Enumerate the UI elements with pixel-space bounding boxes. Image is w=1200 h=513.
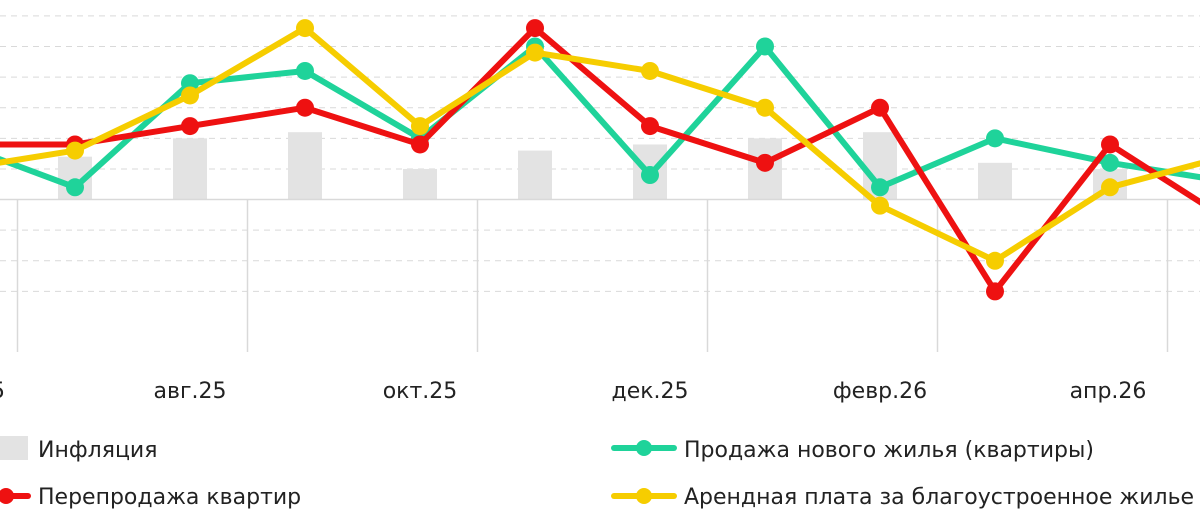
x-tick-label: апр.26 bbox=[1070, 379, 1147, 404]
inflation-bar bbox=[173, 138, 207, 200]
legend-marker-rent bbox=[636, 488, 652, 504]
gridlines bbox=[0, 15, 1200, 292]
x-tick-label: февр.26 bbox=[833, 379, 927, 404]
x-tick-labels: 5 авг.25 окт.25 дек.25 февр.26 апр.26 bbox=[0, 379, 1146, 404]
series-point-2 bbox=[411, 117, 429, 136]
legend-label-resale: Перепродажа квартир bbox=[38, 485, 301, 510]
series-point-1 bbox=[641, 117, 659, 136]
series-point-0 bbox=[66, 178, 84, 197]
series-lines bbox=[0, 19, 1200, 301]
series-point-2 bbox=[1101, 178, 1119, 197]
series-point-0 bbox=[756, 37, 774, 56]
inflation-bar bbox=[288, 132, 322, 200]
series-line-2 bbox=[0, 25, 1200, 264]
series-point-2 bbox=[986, 251, 1004, 270]
x-tick-label: окт.25 bbox=[383, 379, 458, 404]
series-point-0 bbox=[986, 129, 1004, 148]
series-point-0 bbox=[296, 61, 314, 80]
series-point-1 bbox=[756, 153, 774, 172]
inflation-bars bbox=[58, 132, 1127, 200]
series-line-0 bbox=[0, 43, 1200, 191]
series-point-1 bbox=[296, 98, 314, 117]
inflation-bar bbox=[518, 150, 552, 200]
legend-item-new-housing: Продажа нового жилья (квартиры) bbox=[611, 438, 1094, 463]
series-point-0 bbox=[1101, 153, 1119, 172]
series-point-1 bbox=[411, 135, 429, 154]
legend-marker-new-housing bbox=[636, 440, 652, 456]
series-point-2 bbox=[871, 196, 889, 215]
series-point-1 bbox=[526, 19, 544, 38]
x-tick-label: авг.25 bbox=[154, 379, 227, 404]
series-point-0 bbox=[641, 166, 659, 185]
series-point-2 bbox=[526, 43, 544, 62]
series-point-2 bbox=[756, 98, 774, 117]
series-point-1 bbox=[871, 98, 889, 117]
series-point-2 bbox=[66, 141, 84, 160]
legend-item-resale: Перепродажа квартир bbox=[0, 485, 301, 510]
series-point-2 bbox=[641, 61, 659, 80]
legend-label-inflation: Инфляция bbox=[38, 438, 157, 463]
legend-label-new-housing: Продажа нового жилья (квартиры) bbox=[684, 438, 1094, 463]
legend-item-inflation: Инфляция bbox=[0, 436, 157, 463]
legend-swatch-inflation bbox=[0, 436, 28, 460]
series-point-1 bbox=[986, 282, 1004, 301]
series-line-1 bbox=[0, 25, 1200, 295]
inflation-bar bbox=[978, 162, 1012, 200]
legend-marker-resale bbox=[0, 488, 14, 504]
series-point-2 bbox=[181, 86, 199, 105]
series-point-1 bbox=[181, 117, 199, 136]
series-point-0 bbox=[871, 178, 889, 197]
legend: Инфляция Перепродажа квартир Продажа нов… bbox=[0, 436, 1194, 510]
series-point-1 bbox=[1101, 135, 1119, 154]
x-tick-label: дек.25 bbox=[611, 379, 688, 404]
series-point-2 bbox=[296, 19, 314, 38]
x-tick-label: 5 bbox=[0, 379, 5, 404]
x-axis bbox=[0, 198, 1200, 352]
legend-label-rent: Арендная плата за благоустроенное жилье bbox=[684, 485, 1194, 510]
legend-item-rent: Арендная плата за благоустроенное жилье bbox=[611, 485, 1194, 510]
inflation-bar bbox=[403, 168, 437, 200]
